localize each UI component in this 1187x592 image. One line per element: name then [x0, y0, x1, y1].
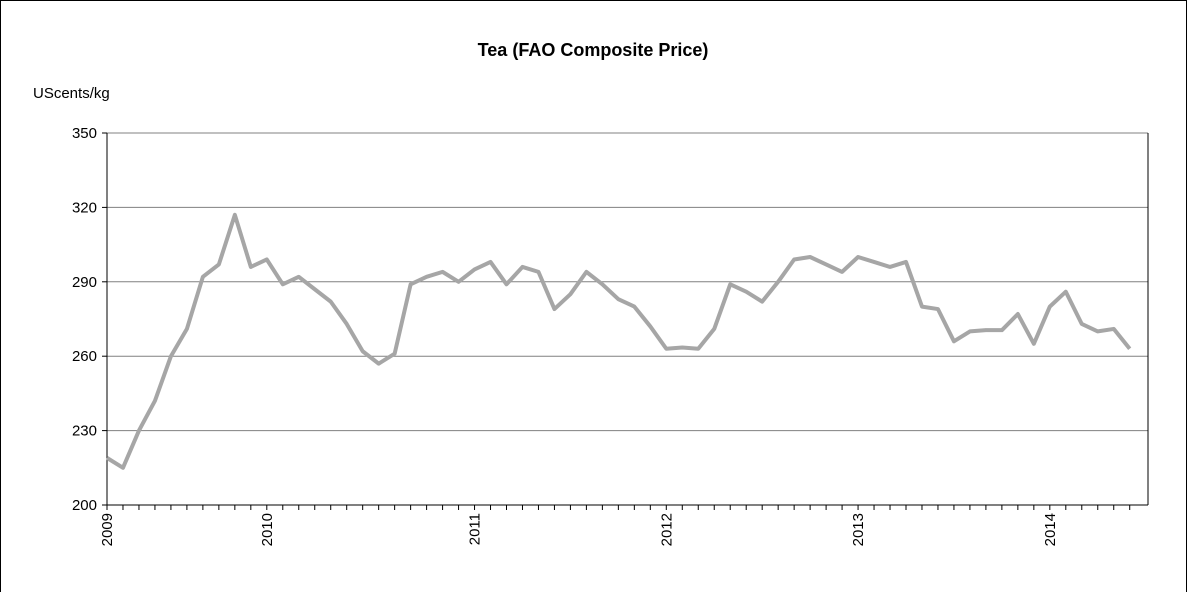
x-tick-label: 2013 — [850, 513, 867, 546]
chart-title: Tea (FAO Composite Price) — [478, 40, 709, 60]
y-tick-label: 350 — [72, 125, 97, 142]
x-tick-label: 2010 — [259, 513, 276, 546]
x-tick-label: 2014 — [1042, 513, 1059, 546]
x-tick-label: 2009 — [99, 513, 116, 546]
y-axis-label: UScents/kg — [33, 85, 110, 102]
y-tick-label: 290 — [72, 274, 97, 291]
x-tick-label: 2012 — [658, 513, 675, 546]
y-tick-label: 260 — [72, 348, 97, 365]
series-line — [105, 212, 1132, 470]
y-tick-label: 230 — [72, 423, 97, 440]
y-tick-label: 320 — [72, 199, 97, 216]
y-tick-label: 200 — [72, 497, 97, 514]
x-tick-label: 2011 — [467, 513, 484, 545]
